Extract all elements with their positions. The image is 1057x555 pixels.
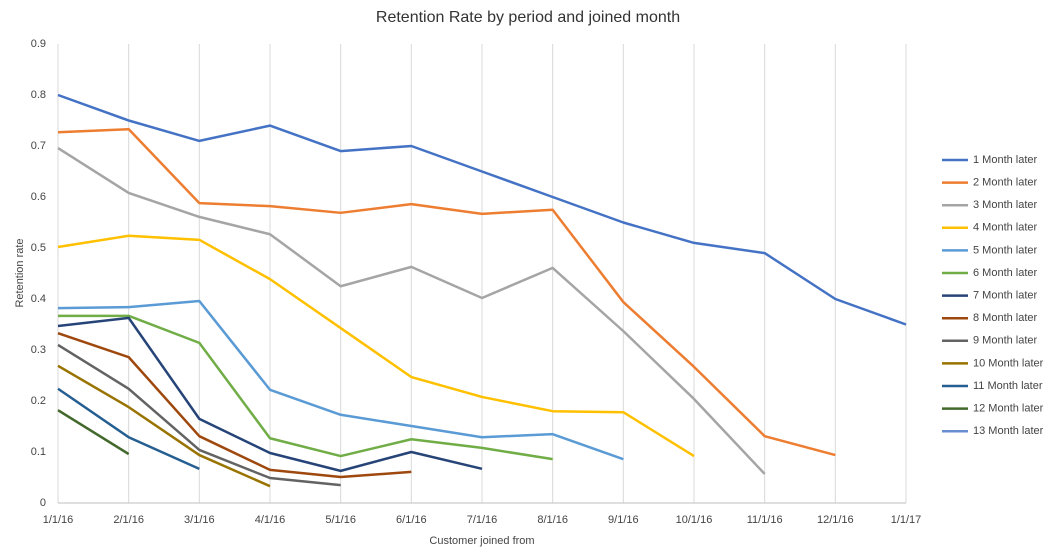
series-line (57, 127, 836, 457)
x-tick-label: 6/1/16 (396, 514, 427, 526)
x-tick-label: 2/1/16 (113, 514, 144, 526)
series-line (57, 409, 130, 456)
legend-label: 10 Month later (973, 357, 1044, 369)
x-tick-label: 5/1/16 (325, 514, 356, 526)
chart-title: Retention Rate by period and joined mont… (376, 9, 680, 26)
y-tick-label: 0.3 (31, 344, 46, 356)
series-line (57, 387, 200, 470)
y-tick-label: 0.6 (31, 191, 46, 203)
x-tick-label: 8/1/16 (537, 514, 568, 526)
series-line (57, 316, 483, 473)
y-tick-label: 0 (40, 497, 46, 509)
legend-label: 4 Month later (973, 222, 1038, 234)
legend-label: 11 Month later (973, 380, 1043, 392)
x-tick-label: 11/1/16 (747, 514, 783, 526)
series-line (57, 364, 271, 488)
legend-label: 2 Month later (973, 177, 1038, 189)
x-tick-label: 12/1/16 (817, 514, 854, 526)
legend-label: 6 Month later (973, 267, 1038, 279)
series-line (58, 314, 553, 461)
y-tick-label: 0.1 (31, 446, 46, 458)
y-tick-label: 0.4 (31, 293, 46, 305)
legend-label: 3 Month later (973, 199, 1038, 211)
legend-label: 13 Month later (973, 425, 1044, 437)
series-line (57, 234, 695, 458)
x-tick-label: 1/1/16 (43, 514, 74, 526)
x-tick-label: 10/1/16 (676, 514, 713, 526)
series-line (57, 331, 412, 479)
series-line (57, 146, 766, 475)
y-tick-label: 0.2 (31, 395, 46, 407)
y-tick-label: 0.9 (31, 38, 46, 50)
legend-label: 9 Month later (973, 335, 1038, 347)
y-tick-label: 0.7 (31, 140, 46, 152)
series-line (57, 299, 624, 461)
y-tick-label: 0.8 (31, 89, 46, 101)
legend-label: 7 Month later (973, 290, 1038, 302)
legend-label: 1 Month later (973, 154, 1038, 166)
series-line (57, 93, 907, 326)
x-tick-label: 7/1/16 (467, 514, 498, 526)
series-line (57, 343, 341, 487)
x-tick-label: 3/1/16 (184, 514, 215, 526)
legend-label: 12 Month later (973, 403, 1044, 415)
y-axis-label: Retention rate (14, 238, 26, 307)
x-tick-label: 1/1/17 (891, 514, 922, 526)
x-tick-label: 4/1/16 (255, 514, 286, 526)
legend-label: 8 Month later (973, 312, 1038, 324)
x-tick-label: 9/1/16 (608, 514, 639, 526)
legend-label: 5 Month later (973, 244, 1038, 256)
x-axis-label: Customer joined from (429, 535, 534, 547)
y-tick-label: 0.5 (31, 242, 46, 254)
